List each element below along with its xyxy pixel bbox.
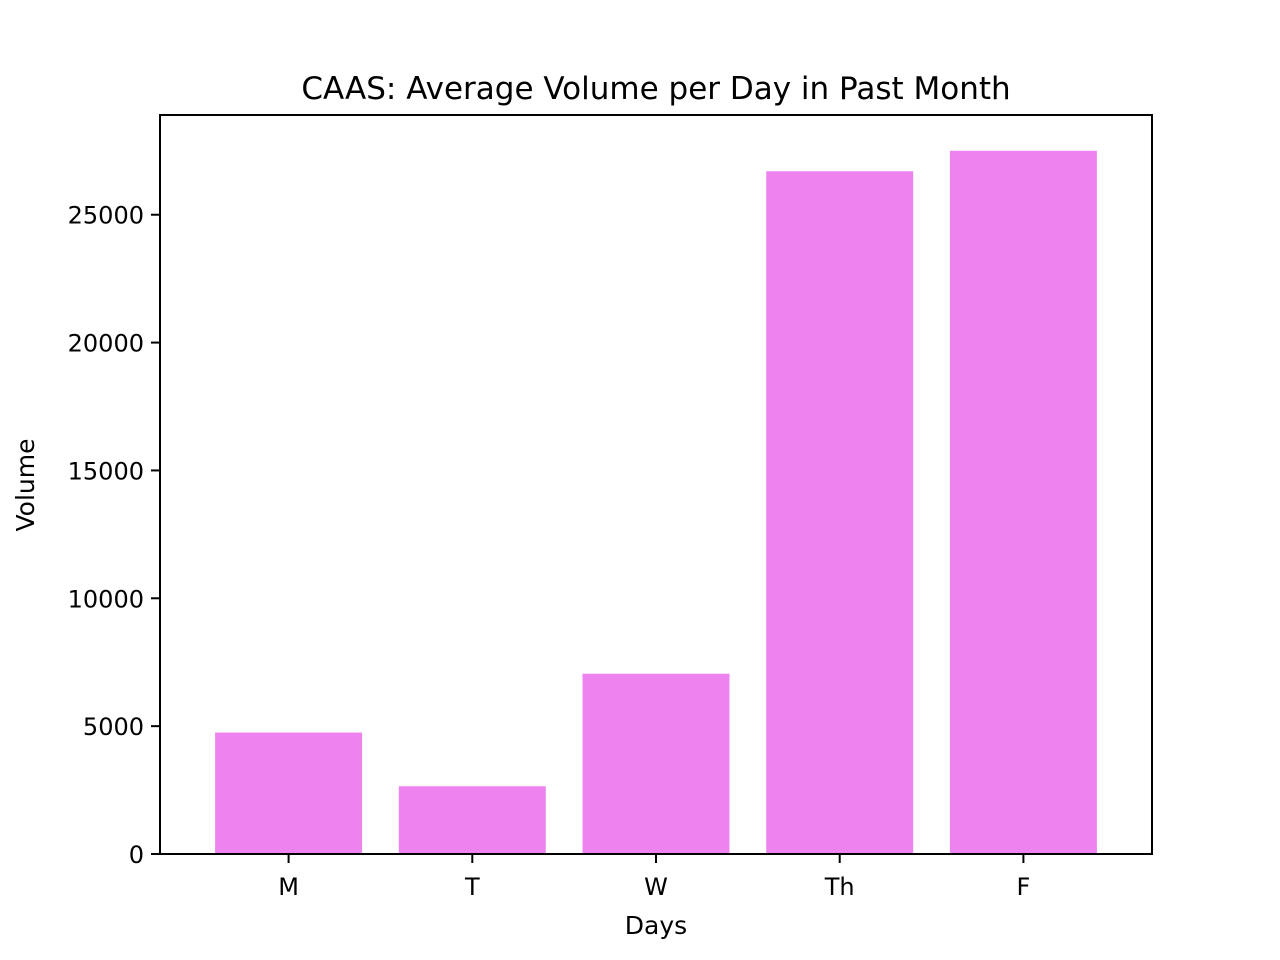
y-tick-label: 20000 (68, 330, 144, 358)
bar-f (949, 150, 1097, 854)
bar-m (215, 732, 363, 854)
x-axis: M T W Th F (278, 854, 1030, 901)
y-tick-label: 25000 (68, 202, 144, 230)
y-tick-label: 5000 (83, 713, 144, 741)
x-tick-label: T (464, 873, 480, 901)
bar-th (766, 171, 914, 855)
chart-title: CAAS: Average Volume per Day in Past Mon… (301, 71, 1010, 107)
bar-t (398, 786, 546, 854)
y-axis: 0 5000 10000 15000 20000 25000 (68, 202, 160, 869)
x-tick-label: F (1017, 873, 1031, 901)
x-axis-label: Days (625, 911, 687, 940)
y-axis-label: Volume (11, 439, 40, 532)
x-tick-label: Th (824, 873, 855, 901)
x-tick-label: M (278, 873, 299, 901)
y-tick-label: 0 (129, 841, 144, 869)
y-tick-label: 10000 (68, 585, 144, 613)
y-tick-label: 15000 (68, 457, 144, 485)
x-tick-label: W (644, 873, 668, 901)
bar-w (582, 673, 730, 854)
bars-group (215, 150, 1097, 855)
